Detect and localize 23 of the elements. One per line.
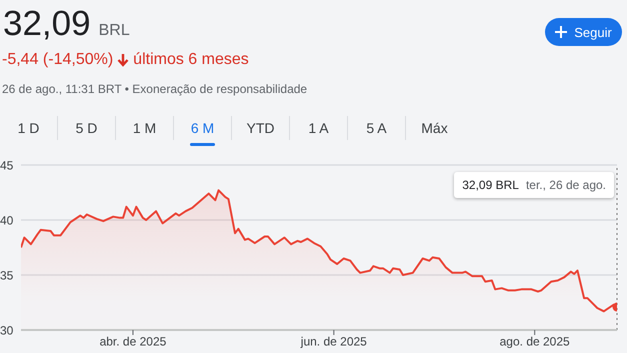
y-tick-label: 40 bbox=[0, 213, 14, 228]
x-tick-label: jun. de 2025 bbox=[300, 334, 368, 349]
text: 6 M bbox=[190, 120, 214, 136]
x-tick-label: abr. de 2025 bbox=[100, 334, 167, 349]
text: Máx bbox=[421, 120, 448, 136]
chart-title: 32,09 bbox=[3, 4, 91, 44]
annotation: ter., 26 de ago. bbox=[526, 178, 606, 192]
text: 5 D bbox=[76, 120, 98, 136]
text: Seguir bbox=[574, 24, 612, 40]
text: 5 A bbox=[366, 120, 387, 136]
text: -5,44 (-14,50%) bbox=[2, 51, 114, 69]
text: YTD bbox=[246, 120, 274, 136]
text: 1 M bbox=[132, 120, 156, 136]
text: 1 D bbox=[18, 120, 40, 136]
text: 26 de ago., 11:31 BRT • Exoneração de responsabilidade bbox=[2, 82, 308, 96]
annotation: 32,09 BRL bbox=[462, 178, 519, 192]
text: últimos 6 meses bbox=[133, 51, 249, 69]
x-tick-label: ago. de 2025 bbox=[500, 334, 570, 349]
y-tick-label: 35 bbox=[0, 268, 14, 282]
text: BRL bbox=[98, 22, 130, 40]
y-tick-label: 30 bbox=[0, 323, 14, 338]
text: 1 A bbox=[308, 120, 329, 136]
y-tick-label: 45 bbox=[0, 158, 14, 172]
